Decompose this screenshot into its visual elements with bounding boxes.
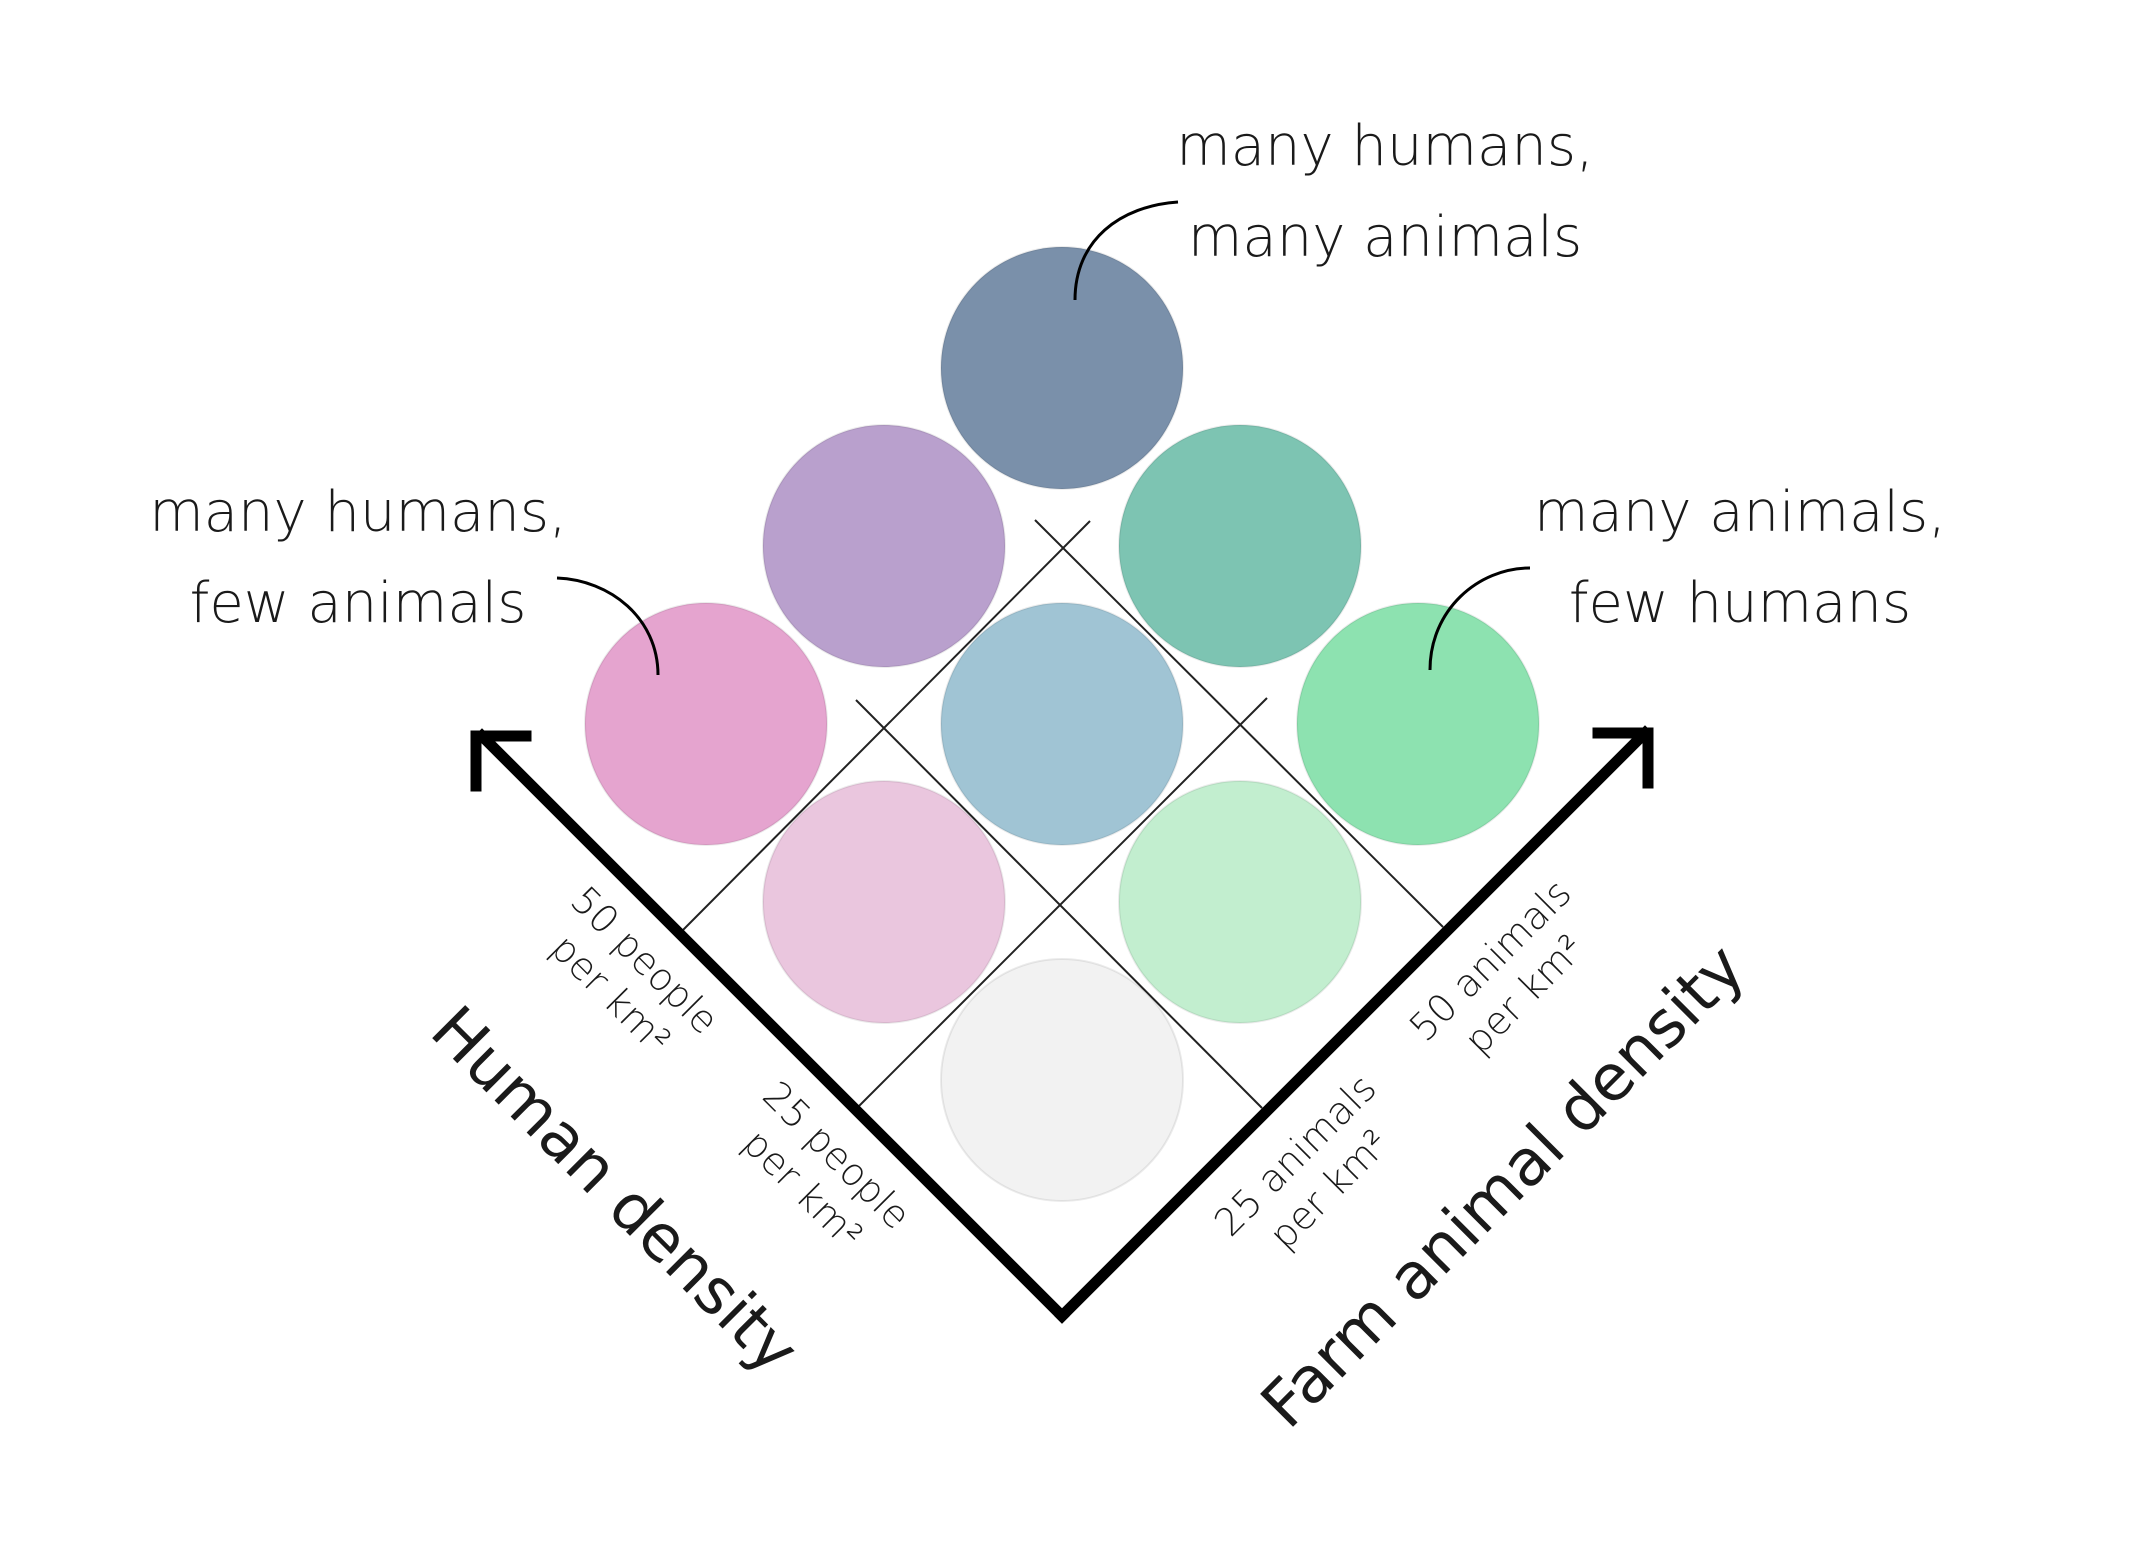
annotation-humans-few-line2: few animals bbox=[190, 571, 527, 636]
human-axis-arrowhead bbox=[470, 730, 532, 792]
legend-grid bbox=[680, 519, 1444, 1112]
axes bbox=[470, 725, 1654, 1324]
grid-line-animal-2 bbox=[1034, 519, 1444, 928]
human-tick-50: 50 people per km² bbox=[542, 878, 727, 1063]
cell-mid-mid bbox=[940, 602, 1184, 846]
animal-axis-line bbox=[1054, 725, 1653, 1324]
grid-line-human-2 bbox=[680, 520, 1091, 933]
annotation-animals-few-line2: few humans bbox=[1569, 571, 1911, 636]
cell-mid-low bbox=[762, 780, 1006, 1024]
annotation-humans-few-line1: many humans, bbox=[149, 480, 567, 545]
human-tick-25: 25 people per km² bbox=[734, 1073, 919, 1258]
human-axis-line bbox=[474, 728, 1070, 1324]
animal-axis-arrowhead bbox=[1592, 727, 1654, 789]
callout-many-many bbox=[1073, 200, 1179, 301]
animal-tick-50: 50 animals per km² bbox=[1401, 871, 1593, 1063]
cell-low-mid bbox=[1118, 780, 1362, 1024]
callout-animals-few bbox=[1428, 566, 1531, 671]
cell-low-low bbox=[940, 958, 1184, 1202]
cell-high-mid bbox=[762, 424, 1006, 668]
cell-high-high bbox=[940, 246, 1184, 490]
annotation-many-many-line1: many humans, bbox=[1176, 114, 1594, 179]
cell-low-high bbox=[1296, 602, 1540, 846]
grid-line-animal-1 bbox=[855, 699, 1263, 1109]
animal-tick-25: 25 animals per km² bbox=[1206, 1066, 1398, 1258]
annotation-animals-few: many animals, few humans bbox=[1534, 480, 1946, 636]
annotation-animals-few-line1: many animals, bbox=[1534, 480, 1946, 545]
callouts bbox=[556, 200, 1531, 676]
legend-cells bbox=[584, 246, 1540, 1202]
callout-humans-few bbox=[556, 576, 660, 676]
human-axis-title: Human density bbox=[416, 993, 812, 1389]
annotation-many-many: many humans, many animals bbox=[1176, 114, 1594, 270]
annotation-many-many-line2: many animals bbox=[1188, 205, 1582, 270]
cell-high-low bbox=[584, 602, 828, 846]
cell-mid-high bbox=[1118, 424, 1362, 668]
annotation-humans-few: many humans, few animals bbox=[149, 480, 567, 636]
